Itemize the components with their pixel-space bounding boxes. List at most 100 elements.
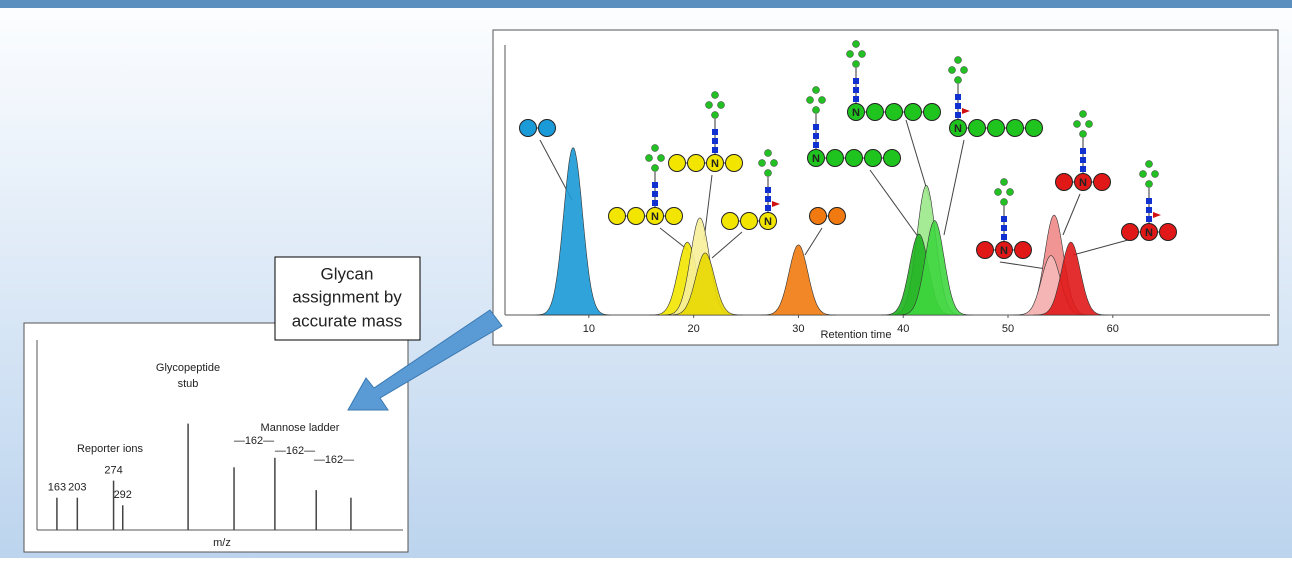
annotation: Mannose ladder: [261, 422, 340, 434]
glycan-square: [853, 78, 859, 84]
glycan-mannose: [995, 189, 1002, 196]
glycan-mannose: [1146, 161, 1153, 168]
mz-label: 163: [48, 482, 66, 494]
glycan-residue: [865, 150, 882, 167]
x-axis-label: m/z: [213, 537, 231, 549]
glycan-square: [853, 96, 859, 102]
glycan-label: N: [1145, 227, 1153, 239]
x-tick-label: 10: [583, 323, 595, 335]
x-tick-label: 60: [1107, 323, 1119, 335]
glycan-mannose: [807, 97, 814, 104]
glycan-residue: [1007, 120, 1024, 137]
glycan-label: N: [711, 158, 719, 170]
glycan-residue: [846, 150, 863, 167]
slide: Glycan assignment by accurate mass 10 203…: [0, 0, 1292, 558]
glycan-mannose: [1086, 121, 1093, 128]
annotation: stub: [178, 378, 199, 390]
glycan-square: [813, 133, 819, 139]
glycan-residue: [810, 208, 827, 225]
glycan-mannose: [706, 102, 713, 109]
glycan-residue: [726, 155, 743, 172]
ladder-step: —162—: [234, 435, 274, 447]
glycan-square: [652, 200, 658, 206]
glycan-mannose: [859, 51, 866, 58]
glycan-mannose: [646, 155, 653, 162]
glycan-mannose: [1074, 121, 1081, 128]
glycan-square: [1001, 225, 1007, 231]
ladder-step: —162—: [314, 454, 354, 466]
glycan-mannose: [853, 61, 860, 68]
glycan-mannose: [955, 57, 962, 64]
glycan-mannose: [652, 165, 659, 172]
glycan-residue: [609, 208, 626, 225]
glycan-mannose: [652, 145, 659, 152]
x-tick-label: 40: [897, 323, 909, 335]
glycan-square: [712, 129, 718, 135]
glycan-residue: [1122, 224, 1139, 241]
chromatogram-box: [493, 30, 1278, 345]
glycan-mannose: [955, 77, 962, 84]
glycan-square: [853, 87, 859, 93]
ladder-step: —162—: [275, 445, 315, 457]
glycan-residue: [924, 104, 941, 121]
glycan-label: N: [1000, 245, 1008, 257]
mz-label: 274: [104, 465, 122, 477]
glycan-residue: [884, 150, 901, 167]
callout-line: Glycan: [321, 264, 374, 283]
glycan-square: [813, 124, 819, 130]
glycan-square: [955, 103, 961, 109]
top-band: [0, 0, 1292, 8]
glycan-mannose: [1152, 171, 1159, 178]
glycan-residue: [829, 208, 846, 225]
glycan-square: [1080, 157, 1086, 163]
glycan-square: [1080, 166, 1086, 172]
glycan-square: [1001, 216, 1007, 222]
glycan-residue: [539, 120, 556, 137]
glycan-mannose: [813, 87, 820, 94]
glycan-residue: [905, 104, 922, 121]
glycan-mannose: [847, 51, 854, 58]
glycan-mannose: [1007, 189, 1014, 196]
glycan-square: [652, 182, 658, 188]
callout-line: accurate mass: [292, 311, 403, 330]
glycan-mannose: [961, 67, 968, 74]
callout-line: assignment by: [292, 287, 402, 306]
glycan-residue: [1026, 120, 1043, 137]
glycan-label: N: [812, 153, 820, 165]
glycan-label: N: [651, 211, 659, 223]
x-tick-label: 50: [1002, 323, 1014, 335]
glycan-mannose: [1001, 199, 1008, 206]
glycan-square: [765, 205, 771, 211]
glycan-square: [712, 147, 718, 153]
glycan-square: [1146, 216, 1152, 222]
glycan-residue: [688, 155, 705, 172]
glycan-mannose: [1080, 111, 1087, 118]
glycan-mannose: [712, 92, 719, 99]
glycan-square: [955, 112, 961, 118]
glycan-mannose: [1080, 131, 1087, 138]
mz-label: 203: [68, 482, 86, 494]
glycan-square: [1146, 198, 1152, 204]
glycan-mannose: [759, 160, 766, 167]
glycan-square: [1001, 234, 1007, 240]
glycan-label: N: [954, 123, 962, 135]
glycan-label: N: [852, 107, 860, 119]
glycan-residue: [722, 213, 739, 230]
glycan-square: [765, 187, 771, 193]
glycan-mannose: [1140, 171, 1147, 178]
glycan-residue: [827, 150, 844, 167]
x-tick-label: 30: [792, 323, 804, 335]
glycan-square: [1080, 148, 1086, 154]
glycan-mannose: [813, 107, 820, 114]
glycan-residue: [1160, 224, 1177, 241]
glycan-residue: [1015, 242, 1032, 259]
glycan-mannose: [712, 112, 719, 119]
glycan-residue: [1094, 174, 1111, 191]
glycan-square: [813, 142, 819, 148]
glycan-residue: [741, 213, 758, 230]
glycan-square: [652, 191, 658, 197]
glycan-residue: [886, 104, 903, 121]
glycan-square: [765, 196, 771, 202]
x-axis-label: Retention time: [821, 329, 892, 341]
annotation: Glycopeptide: [156, 362, 220, 374]
